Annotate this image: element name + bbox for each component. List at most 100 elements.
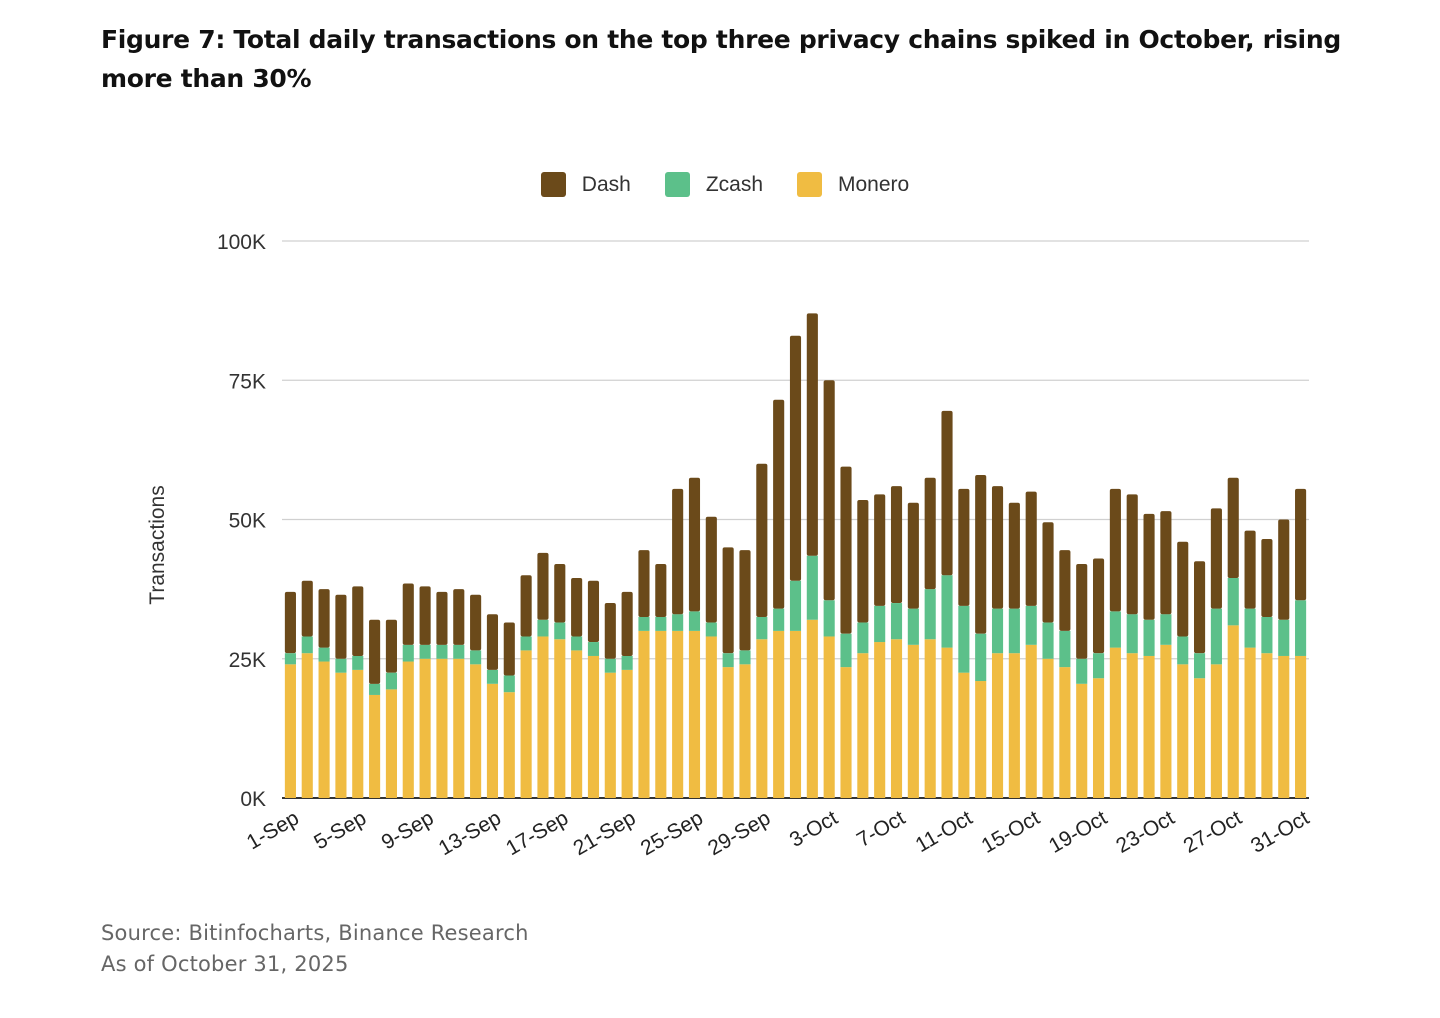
bar-zcash	[419, 644, 431, 659]
bar-monero	[1160, 644, 1172, 798]
bar-zcash	[907, 608, 919, 645]
legend-item-dash: Dash	[540, 172, 631, 197]
bar-stack-7-Sep	[385, 619, 397, 798]
bar-zcash	[571, 636, 583, 651]
bar-monero	[1092, 678, 1105, 798]
as-of-date: As of October 31, 2025	[101, 952, 349, 976]
bar-dash	[503, 622, 515, 676]
x-tick-label: 27-Oct	[1180, 806, 1246, 858]
bar-zcash	[486, 669, 499, 684]
bar-monero	[587, 655, 600, 798]
bar-dash	[604, 603, 616, 659]
bar-monero	[924, 639, 936, 798]
bar-monero	[1194, 678, 1206, 798]
x-tick-label: 31-Oct	[1247, 806, 1313, 858]
bar-stack-16-Sep	[537, 552, 549, 798]
bar-monero	[756, 639, 768, 798]
bar-dash	[571, 577, 583, 637]
bar-stack-11-Oct	[958, 488, 970, 798]
bar-zcash	[1008, 608, 1020, 654]
bar-dash	[1177, 541, 1189, 637]
y-tick-label: 50K	[229, 510, 266, 533]
x-tick-label: 15-Oct	[978, 806, 1044, 858]
bar-monero	[890, 639, 903, 798]
bar-zcash	[1278, 619, 1290, 656]
bar-zcash	[1076, 658, 1088, 684]
bar-dash	[1042, 522, 1054, 623]
y-tick-label: 100K	[217, 231, 266, 254]
bar-zcash	[284, 653, 296, 665]
x-tick-label: 23-Oct	[1112, 806, 1178, 858]
bar-stack-25-Oct	[1194, 561, 1206, 798]
bar-monero	[318, 661, 330, 798]
bar-dash	[1244, 530, 1256, 609]
bar-monero	[301, 653, 313, 798]
bar-zcash	[318, 647, 330, 662]
bar-monero	[975, 681, 987, 798]
bar-monero	[604, 672, 616, 798]
bar-zcash	[1059, 630, 1071, 668]
bar-stack-6-Oct	[874, 494, 886, 798]
bar-monero	[1278, 655, 1290, 798]
bar-dash	[823, 380, 835, 601]
bar-zcash	[1194, 653, 1206, 679]
bar-dash	[890, 486, 903, 604]
bar-monero	[1227, 625, 1239, 798]
bar-zcash	[655, 616, 667, 631]
bar-zcash	[874, 605, 886, 643]
x-tick-label: 11-Oct	[912, 806, 977, 857]
bar-dash	[874, 494, 886, 606]
bar-monero	[1025, 644, 1037, 798]
bar-stack-23-Oct	[1160, 511, 1172, 798]
bar-stack-11-Sep	[453, 589, 465, 798]
bar-zcash	[385, 672, 397, 690]
bar-monero	[537, 636, 549, 798]
bar-zcash	[1042, 622, 1054, 659]
bar-zcash	[369, 683, 381, 695]
bar-zcash	[1025, 605, 1037, 645]
bar-stack-19-Sep	[587, 580, 600, 798]
bar-dash	[975, 474, 987, 634]
bar-zcash	[840, 633, 852, 668]
bar-zcash	[823, 600, 835, 637]
bar-stack-10-Oct	[941, 410, 953, 798]
x-tick-label: 3-Oct	[786, 806, 842, 852]
bar-zcash	[756, 616, 768, 640]
bar-stack-27-Oct	[1227, 477, 1239, 798]
bar-stack-28-Oct	[1244, 530, 1256, 798]
bar-dash	[1092, 558, 1105, 654]
bar-zcash	[1109, 611, 1121, 648]
bar-dash	[301, 580, 313, 637]
bar-dash	[1076, 564, 1088, 659]
bar-monero	[284, 664, 296, 798]
bar-dash	[941, 410, 953, 576]
x-tick-label: 25-Sep	[637, 806, 707, 860]
bar-monero	[739, 664, 751, 798]
y-axis-ticks: 0K 25K 50K 75K 100K	[217, 231, 266, 811]
bar-zcash	[688, 611, 701, 631]
bar-zcash	[806, 555, 818, 620]
bar-zcash	[1143, 619, 1155, 656]
bar-monero	[705, 636, 717, 798]
bar-zcash	[1092, 653, 1105, 679]
legend-swatch-monero	[797, 172, 822, 197]
bar-stack-28-Sep	[739, 550, 751, 798]
bar-monero	[436, 658, 448, 798]
bar-zcash	[789, 580, 802, 631]
bar-monero	[907, 644, 919, 798]
bar-zcash	[470, 650, 482, 665]
bar-monero	[1126, 653, 1138, 798]
bar-zcash	[958, 605, 970, 673]
bar-dash	[352, 586, 364, 656]
bar-stack-4-Sep	[335, 594, 347, 798]
bar-monero	[554, 639, 566, 798]
bar-monero	[1143, 655, 1155, 798]
bar-dash	[857, 500, 869, 623]
bar-monero	[402, 661, 414, 798]
bar-stack-29-Oct	[1261, 538, 1273, 798]
bar-stack-20-Sep	[604, 603, 616, 798]
bar-stack-26-Sep	[705, 516, 717, 798]
bar-dash	[958, 488, 970, 606]
bar-stack-18-Oct	[1076, 564, 1088, 798]
bar-zcash	[554, 622, 566, 640]
